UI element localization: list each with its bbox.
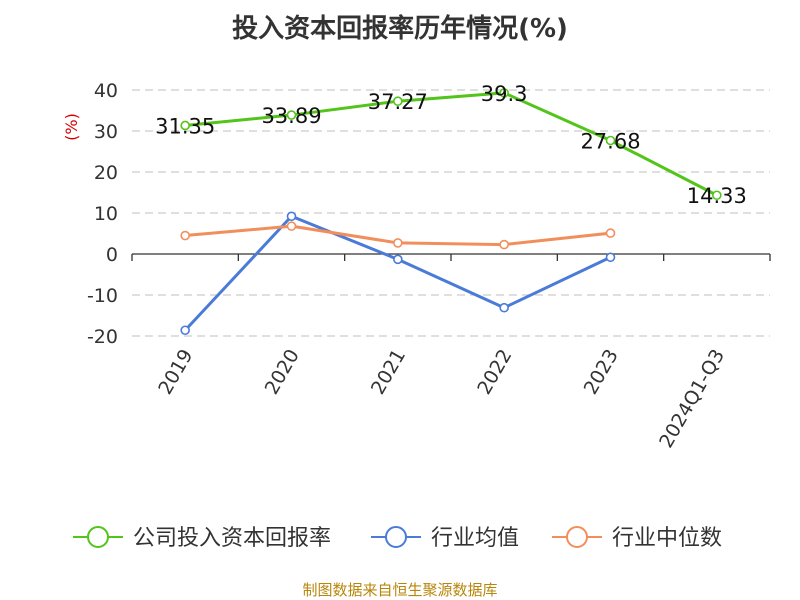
x-tick-label: 2024Q1-Q3: [655, 346, 729, 452]
y-axis-label: (%): [62, 113, 81, 141]
x-tick-label: 2019: [154, 346, 197, 399]
data-point: [286, 110, 297, 120]
y-tick-label: 0: [106, 244, 118, 266]
data-label: 31.35: [155, 114, 215, 138]
data-point: [180, 120, 190, 131]
data-point: [180, 230, 190, 241]
x-tick-label: 2022: [473, 346, 516, 399]
data-point: [499, 88, 509, 98]
data-point: [605, 135, 616, 146]
data-point: [499, 302, 509, 313]
y-tick-label: -20: [87, 326, 118, 348]
legend-label: 行业均值: [431, 526, 519, 551]
data-point: [286, 221, 297, 231]
legend-marker: [385, 526, 407, 548]
data-point: [393, 96, 403, 106]
legend-marker: [87, 526, 109, 548]
x-tick-label: 2020: [261, 346, 304, 399]
y-tick-label: 10: [94, 203, 118, 225]
data-point: [286, 211, 297, 222]
legend-marker: [566, 526, 588, 548]
y-tick-label: 30: [94, 121, 118, 143]
data-label: 33.89: [261, 104, 321, 128]
data-point: [180, 325, 190, 336]
series-line-0: [185, 91, 718, 197]
chart-title: 投入资本回报率历年情况(%): [232, 14, 568, 44]
data-label: 39.3: [481, 82, 528, 106]
y-tick-label: 20: [94, 162, 118, 184]
data-point: [393, 238, 403, 248]
data-point: [712, 190, 722, 201]
x-tick-label: 2023: [580, 346, 623, 399]
data-label: 27.68: [580, 130, 640, 154]
data-point: [393, 254, 403, 265]
data-point: [605, 252, 616, 263]
y-tick-label: -10: [87, 285, 118, 307]
x-tick-label: 2021: [367, 346, 410, 399]
legend-label: 公司投入资本回报率: [133, 526, 331, 551]
data-label: 37.27: [368, 90, 428, 114]
y-tick-label: 40: [94, 80, 118, 102]
line-chart: 40 30 20 10 0 -10 -20 (%) 2019 2020 2021 2022 2023 20…: [62, 80, 771, 551]
data-source: 制图数据来自恒生聚源数据库: [302, 581, 498, 599]
data-point: [605, 228, 616, 238]
data-label: 14.33: [687, 184, 747, 208]
legend-label: 行业中位数: [612, 526, 722, 551]
series-line-1: [184, 214, 612, 332]
data-point: [499, 239, 509, 250]
